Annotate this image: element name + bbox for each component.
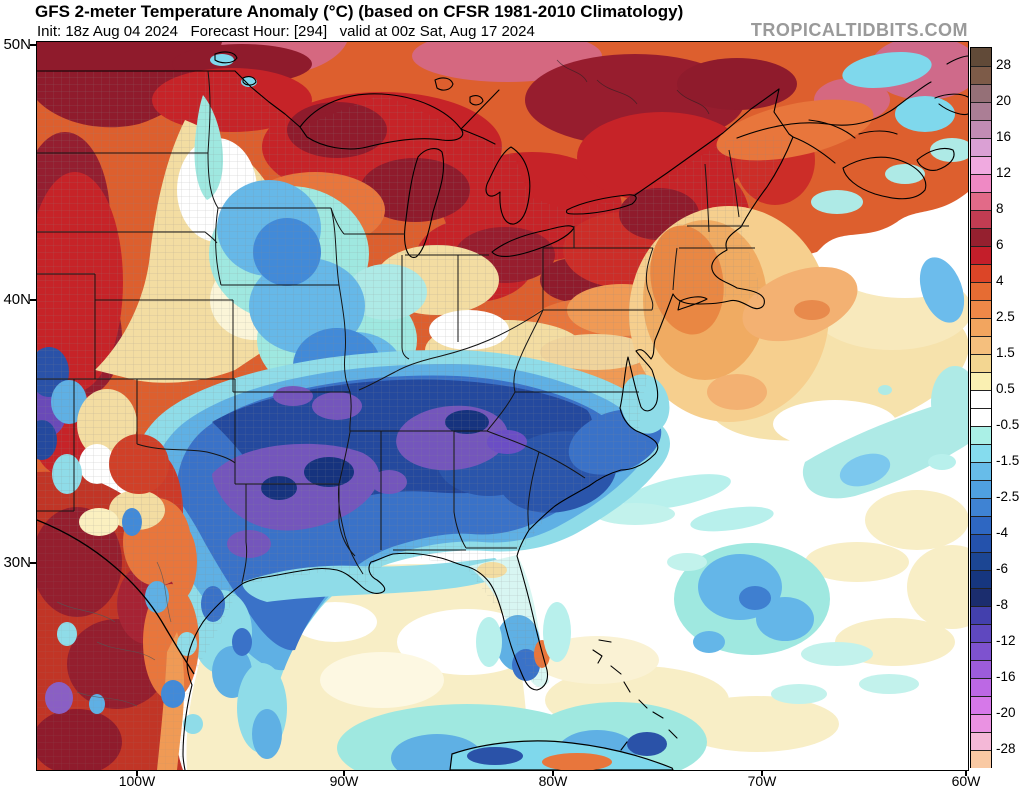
lat-label: 40N (3, 291, 31, 308)
axis-tick (552, 770, 554, 776)
colorbar-segment (971, 354, 991, 372)
colorbar-segment (971, 84, 991, 102)
lon-label: 70W (747, 773, 777, 786)
colorbar-segment (971, 516, 991, 534)
colorbar (970, 47, 992, 768)
axis-tick (30, 44, 36, 46)
colorbar-segment (971, 246, 991, 264)
weather-map-frame (36, 41, 969, 771)
site-watermark: TROPICALTIDBITS.COM (750, 20, 968, 40)
colorbar-label: 6 (996, 237, 1004, 252)
page-title: GFS 2-meter Temperature Anomaly (°C) (ba… (35, 2, 684, 21)
lat-label: 50N (3, 36, 31, 53)
colorbar-segment (971, 444, 991, 462)
colorbar-segment (971, 390, 991, 408)
colorbar-label: -8 (996, 597, 1009, 612)
colorbar-segment (971, 696, 991, 714)
colorbar-segment (971, 210, 991, 228)
lon-label: 80W (538, 773, 568, 786)
colorbar-segment (971, 678, 991, 696)
axis-tick (30, 562, 36, 564)
map-art (37, 42, 968, 770)
colorbar-segment (971, 318, 991, 336)
colorbar-segment (971, 174, 991, 192)
colorbar-segment (971, 66, 991, 84)
colorbar-segment (971, 282, 991, 300)
colorbar-label: 4 (996, 273, 1004, 288)
colorbar-segment (971, 336, 991, 354)
colorbar-label: -20 (996, 705, 1016, 720)
colorbar-segment (971, 534, 991, 552)
colorbar-label: -12 (996, 633, 1016, 648)
colorbar-segment (971, 138, 991, 156)
colorbar-label: 1.5 (996, 345, 1015, 360)
colorbar-segment (971, 120, 991, 138)
colorbar-label: 20 (996, 93, 1012, 108)
colorbar-segment (971, 732, 991, 750)
lon-label: 60W (951, 773, 981, 786)
colorbar-segment (971, 192, 991, 210)
axis-tick (761, 770, 763, 776)
colorbar-segment (971, 48, 991, 66)
colorbar-label: -4 (996, 525, 1009, 540)
colorbar-segment (971, 588, 991, 606)
lon-label: 90W (329, 773, 359, 786)
colorbar-label: 28 (996, 57, 1012, 72)
colorbar-segment (971, 156, 991, 174)
colorbar-segment (971, 606, 991, 624)
colorbar-segment (971, 642, 991, 660)
colorbar-segment (971, 480, 991, 498)
colorbar-segment (971, 660, 991, 678)
colorbar-label: 2.5 (996, 309, 1015, 324)
colorbar-label: 16 (996, 129, 1012, 144)
colorbar-segment (971, 750, 991, 768)
colorbar-segment (971, 714, 991, 732)
axis-tick (343, 770, 345, 776)
colorbar-segment (971, 228, 991, 246)
colorbar-segment (971, 570, 991, 588)
colorbar-label: -28 (996, 741, 1016, 756)
colorbar-label: 0.5 (996, 381, 1015, 396)
colorbar-segment (971, 426, 991, 444)
colorbar-label: -0.5 (996, 417, 1020, 432)
colorbar-segment (971, 624, 991, 642)
axis-tick (965, 770, 967, 776)
colorbar-label: -1.5 (996, 453, 1020, 468)
colorbar-label: -2.5 (996, 489, 1020, 504)
colorbar-label: 12 (996, 165, 1012, 180)
colorbar-segment (971, 552, 991, 570)
lat-label: 30N (3, 554, 31, 571)
colorbar-segment (971, 264, 991, 282)
lon-label: 100W (118, 773, 156, 786)
colorbar-segment (971, 372, 991, 390)
colorbar-label: -16 (996, 669, 1016, 684)
colorbar-segment (971, 102, 991, 120)
colorbar-segment (971, 498, 991, 516)
colorbar-labels: 28 20 16 12 8 6 4 2.5 1.5 0.5 -0.5 -1.5 -2.5 -4 -6 -8 -1… (996, 47, 1024, 768)
model-run-subtitle: Init: 18z Aug 04 2024 Forecast Hour: [29… (37, 23, 535, 40)
colorbar-label: 8 (996, 201, 1004, 216)
colorbar-label: -6 (996, 561, 1009, 576)
colorbar-segment (971, 462, 991, 480)
axis-tick (30, 299, 36, 301)
colorbar-segment (971, 408, 991, 426)
axis-tick (136, 770, 138, 776)
colorbar-segment (971, 300, 991, 318)
